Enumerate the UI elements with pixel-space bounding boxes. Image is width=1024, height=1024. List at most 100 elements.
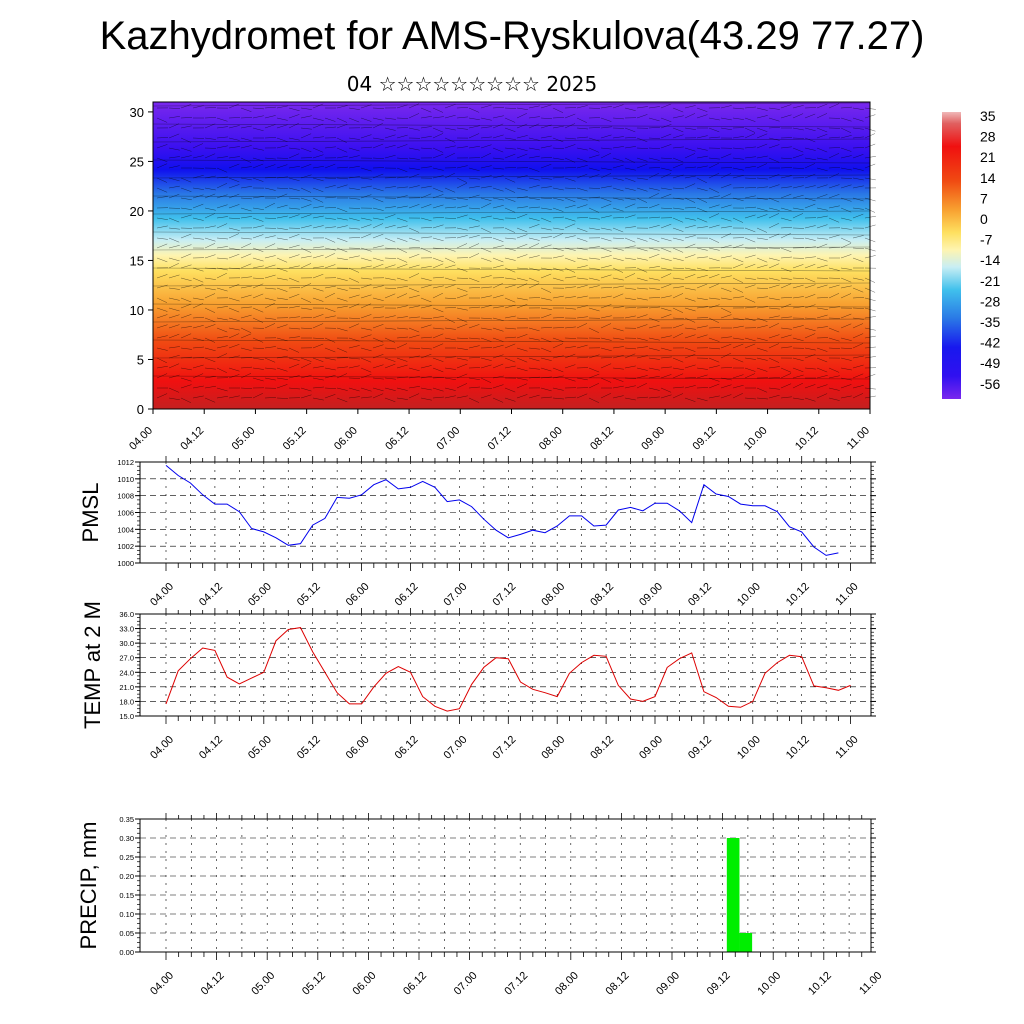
y-tick-label: 0.00 (119, 948, 134, 957)
wind-barb (180, 326, 192, 329)
wind-barb (624, 353, 636, 359)
wind-barb (768, 334, 780, 339)
wind-barb (204, 207, 216, 211)
wind-barb (360, 303, 372, 309)
wind-barb (228, 247, 240, 251)
wind-barb (528, 243, 540, 249)
wind-barb (576, 216, 589, 219)
wind-barb (312, 205, 324, 209)
wind-barb (636, 114, 648, 119)
wind-barb (624, 157, 636, 163)
wind-barb (384, 154, 396, 159)
wind-barb (816, 375, 828, 379)
wind-barb (768, 284, 780, 289)
wind-barb (396, 237, 408, 242)
wind-barb (156, 237, 168, 240)
wind-barb (372, 217, 384, 221)
wind-barb (576, 277, 588, 280)
wind-barb (756, 227, 768, 233)
wind-barb (264, 297, 276, 301)
wind-barb (792, 367, 804, 373)
wind-barb (336, 287, 348, 291)
wind-barb (852, 343, 864, 349)
wind-barb (312, 343, 324, 349)
wind-barb (432, 396, 445, 399)
y-tick-label: 1002 (117, 542, 134, 551)
wind-barb (468, 345, 480, 349)
x-tick-label: 07.12 (490, 734, 518, 762)
wind-barb (492, 167, 504, 170)
wind-barb (372, 157, 385, 159)
wind-barb (396, 144, 408, 149)
wind-barb (288, 265, 300, 269)
wind-barb (360, 233, 372, 239)
wind-barb (216, 246, 228, 249)
wind-barb (840, 167, 852, 171)
wind-barb (804, 246, 816, 249)
wind-barb (264, 357, 276, 363)
wind-barb (708, 136, 721, 139)
wind-barb (264, 367, 276, 370)
x-tick-label: 08.00 (539, 734, 567, 762)
x-tick-label: 05.12 (281, 425, 309, 453)
wind-barb (360, 134, 372, 139)
colorbar-label: 35 (980, 108, 996, 124)
wind-barb (168, 165, 180, 169)
wind-barb (444, 114, 456, 119)
wind-barb (168, 287, 180, 290)
wind-barb (684, 147, 696, 152)
wind-barb (852, 323, 864, 329)
wind-barb (552, 317, 565, 319)
wind-barb (432, 147, 444, 153)
wind-barb (588, 267, 600, 270)
wind-barb (648, 126, 661, 129)
wind-barb (696, 317, 709, 319)
wind-barb (432, 187, 444, 193)
wind-barb (372, 233, 384, 239)
wind-barb (444, 277, 456, 282)
wind-barb (300, 263, 312, 269)
wind-barb (708, 377, 720, 382)
wind-barb (624, 365, 636, 369)
wind-barb (180, 137, 192, 143)
wind-barb (516, 206, 528, 209)
wind-barb (468, 117, 480, 121)
wind-barb (432, 367, 444, 373)
wind-barb (168, 363, 180, 369)
wind-barb (600, 255, 612, 259)
wind-barb (660, 247, 672, 253)
wind-barb (480, 136, 492, 139)
wind-barb (672, 163, 684, 169)
wind-barb (396, 357, 408, 362)
wind-barb (492, 197, 504, 201)
wind-barb (516, 196, 528, 199)
wind-barb (372, 306, 384, 309)
wind-barb (804, 225, 816, 229)
wind-barb (720, 105, 732, 109)
wind-barb (564, 113, 576, 119)
wind-barb (396, 316, 408, 319)
wind-barb (456, 116, 468, 119)
wind-barb (276, 324, 288, 329)
wind-barb (792, 277, 805, 279)
wind-barb (516, 347, 528, 352)
wind-barb (444, 217, 457, 219)
wind-barb (276, 277, 288, 281)
wind-barb (612, 367, 624, 370)
wind-barb (792, 306, 804, 309)
wind-barb (276, 247, 288, 250)
wind-barb (540, 236, 552, 239)
wind-barb (252, 115, 264, 119)
wind-barb (648, 367, 660, 371)
wind-barb (564, 204, 576, 209)
wind-barb (468, 107, 480, 113)
wind-barb (684, 334, 696, 339)
wind-barb (468, 207, 481, 210)
wind-barb (492, 205, 504, 209)
wind-barb (504, 247, 516, 251)
wind-barb (840, 357, 852, 361)
wind-barb (384, 327, 396, 330)
wind-barb (420, 347, 432, 350)
wind-barb (204, 237, 216, 242)
x-tick-label: 08.12 (604, 970, 632, 998)
